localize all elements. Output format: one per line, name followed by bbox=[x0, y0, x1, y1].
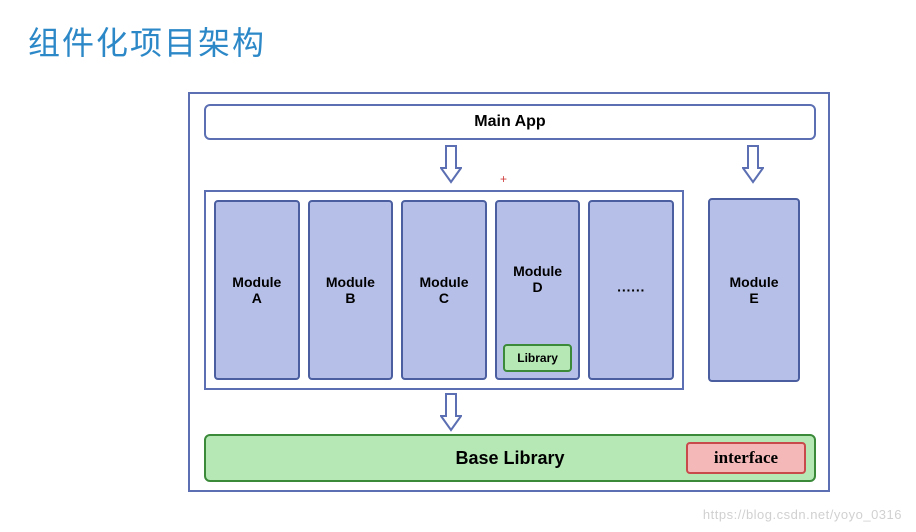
arrow-group-to-base bbox=[440, 392, 462, 432]
library-box: Library bbox=[503, 344, 573, 372]
main-app-box: Main App bbox=[204, 104, 816, 140]
module-label: ModuleE bbox=[730, 274, 779, 306]
plus-mark: + bbox=[500, 172, 507, 186]
module-label: ModuleB bbox=[326, 274, 375, 306]
base-library-label: Base Library bbox=[455, 448, 564, 469]
arrow-main-to-group bbox=[440, 144, 462, 184]
module-e: ModuleE bbox=[708, 198, 800, 382]
module-ellipsis: ······ bbox=[588, 200, 674, 380]
module-label: ModuleD bbox=[513, 263, 562, 295]
module-label: ModuleA bbox=[232, 274, 281, 306]
library-label: Library bbox=[517, 351, 558, 365]
interface-box: interface bbox=[686, 442, 806, 474]
module-label: ModuleC bbox=[419, 274, 468, 306]
architecture-frame: Main App + ModuleA ModuleB ModuleC Modul… bbox=[188, 92, 830, 492]
watermark: https://blog.csdn.net/yoyo_0316 bbox=[703, 507, 902, 522]
main-app-label: Main App bbox=[474, 113, 545, 131]
modules-group-frame: ModuleA ModuleB ModuleC ModuleD Library … bbox=[204, 190, 684, 390]
module-a: ModuleA bbox=[214, 200, 300, 380]
base-library-box: Base Library interface bbox=[204, 434, 816, 482]
arrow-main-to-e bbox=[742, 144, 764, 184]
module-b: ModuleB bbox=[308, 200, 394, 380]
module-c: ModuleC bbox=[401, 200, 487, 380]
module-label: ······ bbox=[617, 282, 645, 298]
page-title: 组件化项目架构 bbox=[28, 18, 266, 64]
module-d: ModuleD Library bbox=[495, 200, 581, 380]
interface-label: interface bbox=[714, 448, 778, 468]
